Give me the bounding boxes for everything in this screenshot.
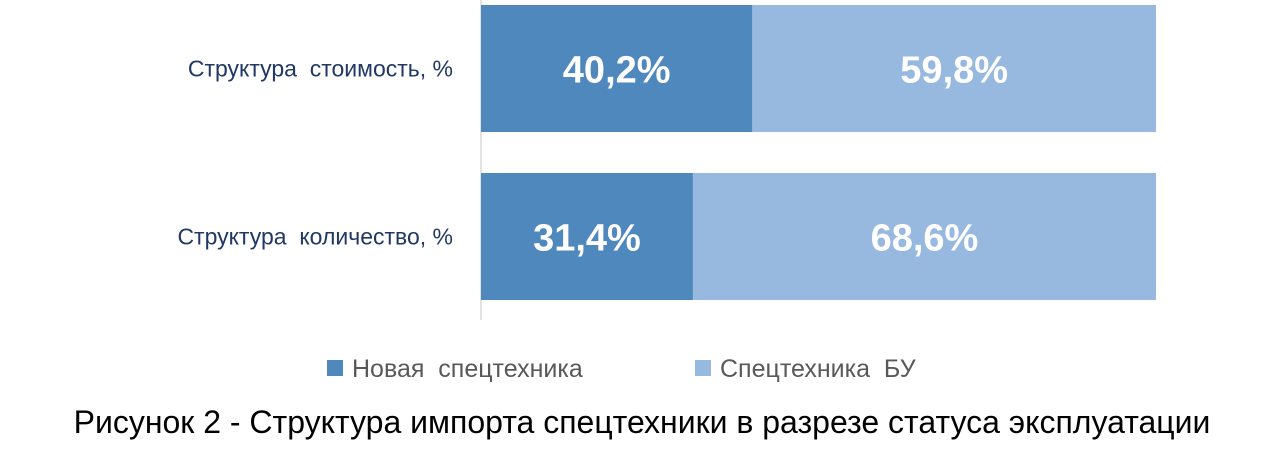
bar-new-equipment <box>481 5 753 132</box>
category-axis: Структура стоимость, % Структура количест… <box>177 0 482 320</box>
figure-caption: Рисунок 2 - Структура импорта спецтехник… <box>73 404 1211 440</box>
bar-value-label: 59,8% <box>900 50 1008 92</box>
bar-labels: 40,2% 59,8% 31,4% 68,6% <box>533 50 1008 260</box>
category-label: Структура количество, % <box>177 224 453 250</box>
bar-used-equipment <box>752 5 1156 132</box>
bar-value-label: 68,6% <box>871 218 979 260</box>
bar-value-label: 31,4% <box>533 218 641 260</box>
bars <box>481 5 1156 300</box>
category-label: Структура стоимость, % <box>188 56 453 82</box>
legend-label: Спецтехника БУ <box>720 355 916 383</box>
legend-swatch <box>327 360 343 376</box>
bar-value-label: 40,2% <box>563 50 671 92</box>
bar-new-equipment <box>481 173 693 300</box>
stacked-bar-chart: Структура стоимость, % Структура количест… <box>177 0 1156 383</box>
legend: Новая спецтехника Спецтехника БУ <box>327 355 916 383</box>
legend-label: Новая спецтехника <box>352 355 583 383</box>
bar-used-equipment <box>692 173 1156 300</box>
legend-swatch <box>695 360 711 376</box>
